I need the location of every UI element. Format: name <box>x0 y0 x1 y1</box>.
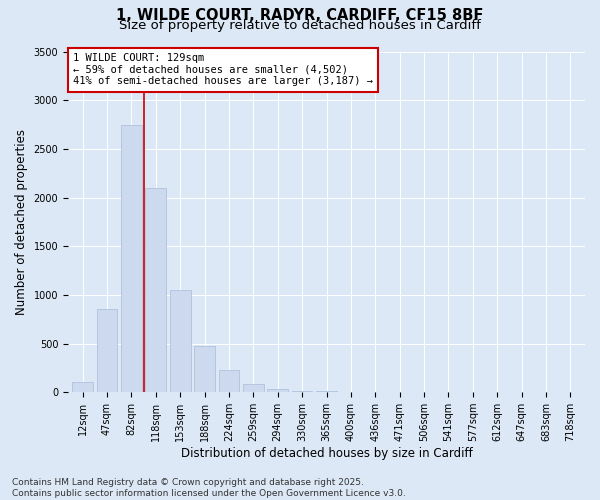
Bar <box>72 382 93 392</box>
Text: Contains HM Land Registry data © Crown copyright and database right 2025.
Contai: Contains HM Land Registry data © Crown c… <box>12 478 406 498</box>
Bar <box>97 310 118 392</box>
Bar <box>243 384 264 392</box>
Y-axis label: Number of detached properties: Number of detached properties <box>15 129 28 315</box>
Bar <box>292 391 313 392</box>
Text: 1 WILDE COURT: 129sqm
← 59% of detached houses are smaller (4,502)
41% of semi-d: 1 WILDE COURT: 129sqm ← 59% of detached … <box>73 53 373 86</box>
Bar <box>170 290 191 392</box>
Bar <box>268 390 288 392</box>
Text: 1, WILDE COURT, RADYR, CARDIFF, CF15 8BF: 1, WILDE COURT, RADYR, CARDIFF, CF15 8BF <box>116 8 484 22</box>
Bar <box>194 346 215 392</box>
Text: Size of property relative to detached houses in Cardiff: Size of property relative to detached ho… <box>119 18 481 32</box>
Bar <box>145 188 166 392</box>
Bar <box>121 124 142 392</box>
Bar <box>218 370 239 392</box>
X-axis label: Distribution of detached houses by size in Cardiff: Distribution of detached houses by size … <box>181 447 472 460</box>
